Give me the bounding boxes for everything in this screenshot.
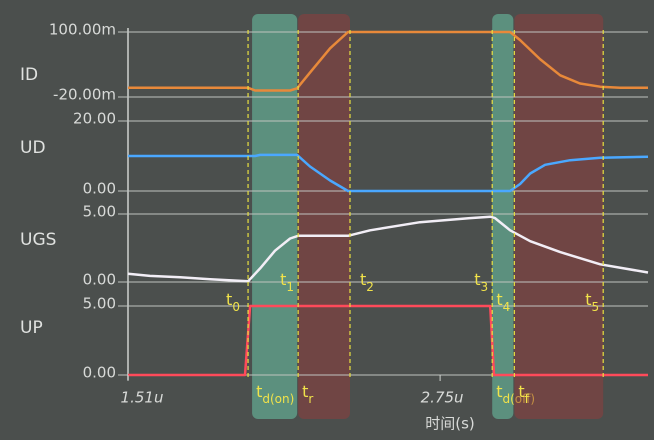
label-sub: 2	[366, 280, 374, 294]
y-tick-label: 0.00	[83, 364, 116, 382]
label-main: t	[302, 382, 308, 401]
x-tick-label: 1.51u	[121, 389, 164, 407]
x-axis-label: 时间(s)	[425, 415, 475, 433]
marker-label: t0	[226, 290, 240, 314]
label-sub: d(on)	[262, 392, 294, 406]
label-sub: 5	[591, 300, 599, 314]
panel-label: UP	[20, 318, 43, 338]
trace-line	[127, 215, 649, 283]
trace-line	[128, 304, 648, 377]
y-tick-label: 5.00	[83, 295, 116, 313]
y-tick-label: 20.00	[73, 110, 116, 128]
interval-band	[514, 14, 604, 419]
marker-label: t5	[585, 290, 599, 314]
trace-line	[128, 30, 648, 92]
y-tick-label: 100.00m	[49, 21, 116, 39]
label-main: t	[518, 382, 524, 401]
label-main: t	[360, 270, 366, 289]
label-sub: 4	[503, 300, 511, 314]
label-main: t	[496, 290, 502, 309]
interval-label: tr	[302, 382, 313, 406]
label-main: t	[280, 270, 286, 289]
marker-label: t4	[496, 290, 510, 314]
label-main: t	[496, 382, 502, 401]
label-sub: 0	[232, 300, 240, 314]
y-tick-label: 0.00	[83, 180, 116, 198]
panel-label: ID	[20, 65, 38, 85]
label-sub: 1	[286, 280, 294, 294]
marker-label: t2	[360, 270, 374, 294]
interval-band	[298, 14, 350, 419]
y-tick-label: -20.00m	[53, 86, 116, 104]
label-main: t	[226, 290, 232, 309]
y-tick-label: 0.00	[83, 271, 116, 289]
marker-label: t3	[474, 270, 488, 294]
label-sub: 3	[480, 280, 488, 294]
label-main: t	[474, 270, 480, 289]
label-main: t	[256, 382, 262, 401]
label-sub: f	[525, 392, 530, 406]
label-main: t	[585, 290, 591, 309]
label-sub: r	[308, 392, 313, 406]
trace-line	[128, 153, 649, 193]
x-tick-label: 2.75u	[421, 389, 464, 407]
interval-band	[252, 14, 298, 419]
interval-band	[492, 14, 514, 419]
panel-label: UD	[20, 138, 46, 158]
interval-label: td(on)	[256, 382, 294, 406]
marker-label: t1	[280, 270, 294, 294]
y-tick-label: 5.00	[83, 203, 116, 221]
panel-label: UGS	[20, 230, 56, 250]
interval-label: tf	[518, 382, 529, 406]
